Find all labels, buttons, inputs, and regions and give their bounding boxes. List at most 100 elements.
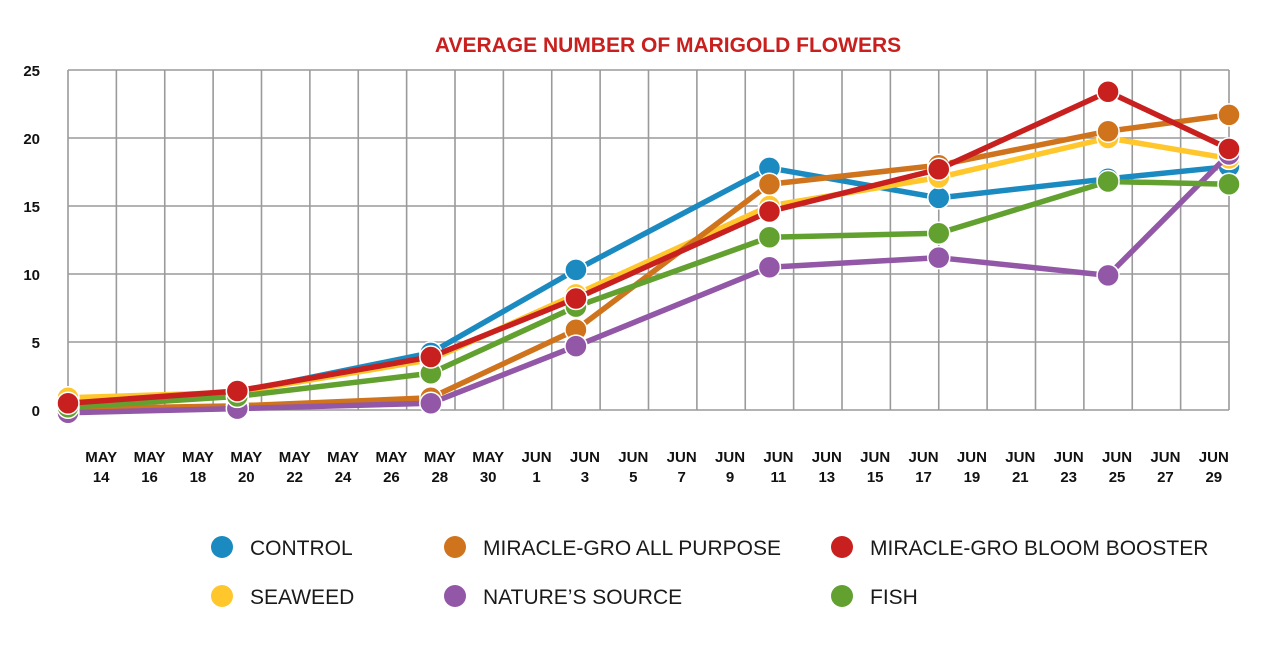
x-tick-label: JUN 7 xyxy=(667,449,697,486)
legend-item: MIRACLE-GRO BLOOM BOOSTER xyxy=(831,536,1208,560)
legend-label: MIRACLE-GRO ALL PURPOSE xyxy=(483,537,781,560)
data-point xyxy=(1096,80,1120,104)
x-tick-day: 9 xyxy=(726,469,734,486)
legend-item: MIRACLE-GRO ALL PURPOSE xyxy=(444,536,781,560)
y-tick-label: 25 xyxy=(23,63,40,80)
x-tick-month: JUN xyxy=(1150,449,1180,466)
series-5 xyxy=(56,80,1241,415)
x-tick-day: 28 xyxy=(431,469,448,486)
legend: CONTROL MIRACLE-GRO ALL PURPOSE MIRACLE-GR… xyxy=(211,536,1208,609)
x-tick-day: 3 xyxy=(581,469,589,486)
series-line xyxy=(65,89,1232,406)
x-tick-day: 22 xyxy=(286,469,303,486)
x-tick-label: MAY 26 xyxy=(375,449,407,486)
x-tick-month: MAY xyxy=(134,449,166,466)
legend-marker xyxy=(444,585,466,607)
x-tick-day: 16 xyxy=(141,469,158,486)
data-point xyxy=(1096,169,1120,194)
data-point xyxy=(927,245,951,270)
x-tick-label: JUN 17 xyxy=(909,449,939,486)
legend-marker xyxy=(831,536,853,558)
chart-title: AVERAGE NUMBER OF MARIGOLD FLOWERS xyxy=(435,34,901,57)
x-tick-month: JUN xyxy=(812,449,842,466)
x-tick-month: JUN xyxy=(1005,449,1035,466)
data-point xyxy=(1217,103,1241,127)
legend-label: FISH xyxy=(870,586,918,609)
data-point xyxy=(757,225,782,250)
x-tick-month: MAY xyxy=(182,449,214,466)
data-point xyxy=(564,286,588,311)
x-tick-day: 24 xyxy=(335,469,352,486)
x-tick-month: JUN xyxy=(570,449,600,466)
legend-label: CONTROL xyxy=(250,537,353,560)
x-tick-day: 21 xyxy=(1012,469,1029,486)
data-point xyxy=(1096,119,1120,143)
x-tick-month: JUN xyxy=(957,449,987,466)
data-point xyxy=(757,172,782,196)
x-tick-day: 27 xyxy=(1157,469,1174,486)
series-line xyxy=(65,178,1232,411)
x-tick-day: 26 xyxy=(383,469,400,486)
x-tick-day: 13 xyxy=(818,469,835,486)
legend-item: SEAWEED xyxy=(211,585,354,609)
x-tick-month: JUN xyxy=(1102,449,1132,466)
x-tick-label: JUN 15 xyxy=(860,449,890,486)
data-point xyxy=(56,391,80,415)
x-tick-label: JUN 1 xyxy=(522,449,552,486)
x-tick-label: MAY 16 xyxy=(134,449,166,486)
data-point xyxy=(927,186,951,210)
x-tick-month: MAY xyxy=(230,449,262,466)
legend-label: MIRACLE-GRO BLOOM BOOSTER xyxy=(870,537,1208,560)
grid xyxy=(67,69,1230,411)
y-tick-label: 10 xyxy=(23,267,40,284)
legend-marker xyxy=(211,536,233,558)
y-tick-label: 20 xyxy=(23,131,40,148)
x-tick-label: MAY 14 xyxy=(85,449,117,486)
x-tick-month: JUN xyxy=(618,449,648,466)
x-tick-month: MAY xyxy=(85,449,117,466)
x-tick-label: MAY 18 xyxy=(182,449,214,486)
x-tick-day: 30 xyxy=(480,469,497,486)
legend-marker xyxy=(211,585,233,607)
x-tick-month: MAY xyxy=(327,449,359,466)
data-point xyxy=(419,391,443,415)
x-tick-month: MAY xyxy=(424,449,456,466)
x-tick-month: JUN xyxy=(522,449,552,466)
x-tick-day: 23 xyxy=(1060,469,1077,486)
x-tick-label: JUN 11 xyxy=(763,449,793,486)
x-tick-label: JUN 21 xyxy=(1005,449,1035,486)
y-axis-ticks: 0 5 10 15 20 25 xyxy=(23,63,40,420)
x-tick-day: 7 xyxy=(678,469,686,486)
data-point xyxy=(419,345,443,369)
x-tick-label: JUN 25 xyxy=(1102,449,1132,486)
x-tick-month: MAY xyxy=(279,449,311,466)
x-tick-day: 17 xyxy=(915,469,932,486)
series-3 xyxy=(56,142,1241,425)
series-lines xyxy=(56,80,1241,425)
x-tick-month: JUN xyxy=(715,449,745,466)
x-tick-day: 11 xyxy=(771,469,787,486)
data-point xyxy=(757,199,782,224)
series-line xyxy=(65,151,1232,416)
x-tick-label: JUN 27 xyxy=(1150,449,1180,486)
data-point xyxy=(927,157,951,182)
x-tick-day: 25 xyxy=(1109,469,1126,486)
x-tick-month: MAY xyxy=(375,449,407,466)
data-point xyxy=(1217,172,1241,196)
x-tick-month: JUN xyxy=(1054,449,1084,466)
data-point xyxy=(927,221,951,245)
data-point xyxy=(1217,137,1241,161)
x-tick-month: JUN xyxy=(909,449,939,466)
x-tick-day: 5 xyxy=(629,469,637,486)
x-tick-label: JUN 5 xyxy=(618,449,648,486)
y-tick-label: 5 xyxy=(32,335,40,352)
data-point xyxy=(225,379,250,403)
x-tick-day: 29 xyxy=(1205,469,1222,486)
x-tick-month: MAY xyxy=(472,449,504,466)
x-tick-month: JUN xyxy=(860,449,890,466)
legend-label: NATURE’S SOURCE xyxy=(483,586,682,609)
data-point xyxy=(564,258,588,282)
y-tick-label: 15 xyxy=(23,199,40,216)
x-tick-label: MAY 20 xyxy=(230,449,262,486)
